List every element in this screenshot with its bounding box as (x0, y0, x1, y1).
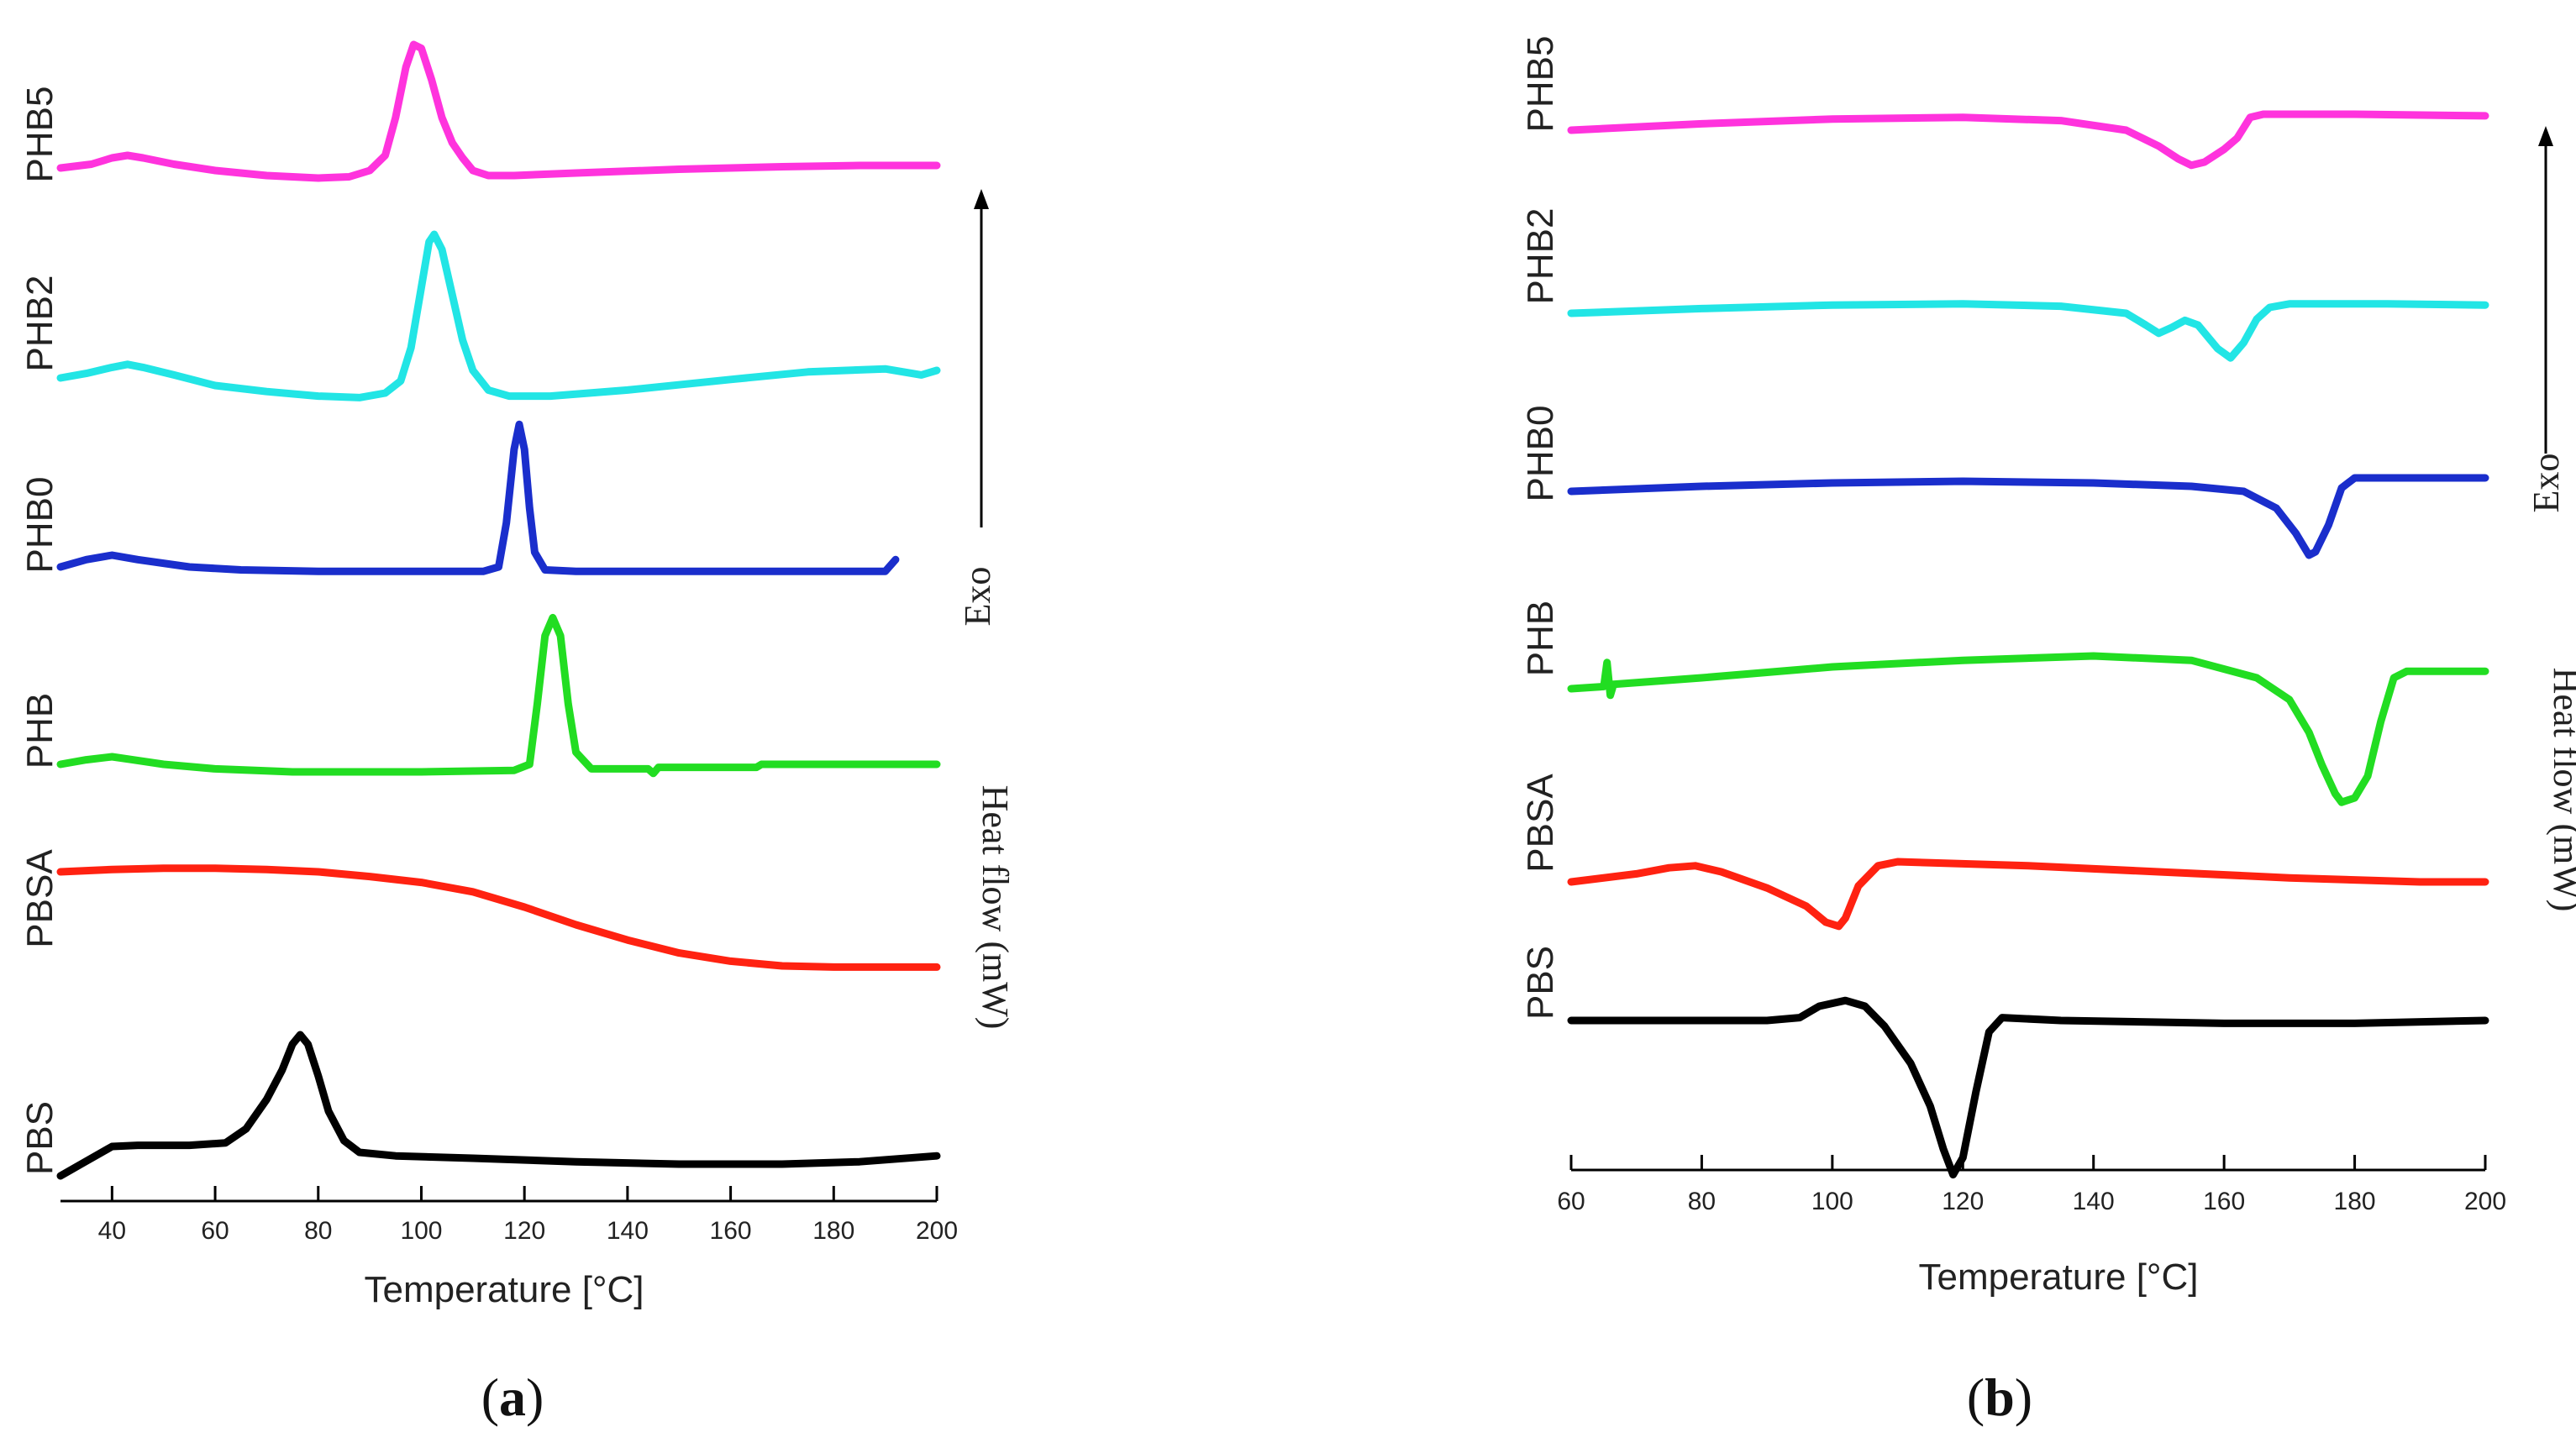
x-tick-label-60: 60 (1557, 1188, 1585, 1215)
x-tick-label-160: 160 (710, 1217, 752, 1245)
series-phb0-line (1567, 474, 2489, 559)
series-label-pbsa: PBSA (1520, 774, 1561, 873)
panel-a: 40 60 80 100 120 140 160 180 200 Temperature [°C]… (19, 40, 1016, 1427)
panel-label: (a) (481, 1367, 544, 1427)
x-tick-label-40: 40 (98, 1217, 126, 1245)
panel-b: 60 80 100 120 140 160 180 200 Temperature [°C] PH… (1520, 36, 2576, 1427)
series-label-phb0: PHB0 (1520, 406, 1561, 502)
series-pbs-line (56, 1031, 941, 1180)
panel-label: (b) (1967, 1367, 2032, 1427)
series-pbs-line (1567, 996, 2489, 1179)
series-label-phb0: PHB0 (19, 477, 60, 574)
series-label-pbs: PBS (1520, 946, 1561, 1020)
series-phb2-line (56, 230, 941, 401)
x-tick-label-60: 60 (201, 1217, 229, 1245)
x-tick-label-80: 80 (1688, 1188, 1716, 1215)
y-axis-title: Heat flow (mW) (2546, 668, 2576, 912)
x-tick-label-160: 160 (2203, 1188, 2245, 1215)
exo-arrow-head-icon (974, 189, 989, 209)
x-tick-label-100: 100 (1811, 1188, 1853, 1215)
series-label-phb2: PHB2 (1520, 208, 1561, 305)
exo-label: Exo (2526, 454, 2567, 513)
x-tick-label-120: 120 (1942, 1188, 1984, 1215)
x-axis-title: Temperature [°C] (364, 1269, 644, 1310)
series-label-phb5: PHB5 (19, 87, 60, 183)
series-label-pbs: PBS (19, 1101, 60, 1175)
x-tick-label-100: 100 (400, 1217, 442, 1245)
x-axis-title: Temperature [°C] (1918, 1257, 2198, 1298)
x-tick-label-200: 200 (2464, 1188, 2506, 1215)
series-phb-line (1567, 652, 2489, 806)
series-phb2-line (1567, 300, 2489, 362)
x-tick-label-80: 80 (304, 1217, 332, 1245)
exo-label: Exo (957, 567, 998, 627)
x-tick-label-180: 180 (2334, 1188, 2376, 1215)
series-label-phb: PHB (19, 693, 60, 769)
series-phb5-line (1567, 110, 2489, 170)
x-tick-label-180: 180 (812, 1217, 854, 1245)
series-label-phb5: PHB5 (1520, 36, 1561, 133)
exo-arrow-head-icon (2538, 126, 2553, 146)
x-tick-label-140: 140 (607, 1217, 649, 1245)
series-phb0-line (56, 420, 900, 575)
x-tick-label-200: 200 (916, 1217, 958, 1245)
series-label-phb: PHB (1520, 601, 1561, 676)
series-phb5-line (56, 40, 941, 182)
series-label-phb2: PHB2 (19, 275, 60, 372)
series-phb-line (56, 613, 941, 778)
series-label-pbsa: PBSA (19, 849, 60, 948)
series-pbsa-line (1567, 858, 2489, 931)
x-tick-label-120: 120 (503, 1217, 545, 1245)
x-tick-label-140: 140 (2073, 1188, 2115, 1215)
series-pbsa-line (56, 864, 941, 971)
y-axis-title: Heat flow (mW) (975, 785, 1016, 1030)
